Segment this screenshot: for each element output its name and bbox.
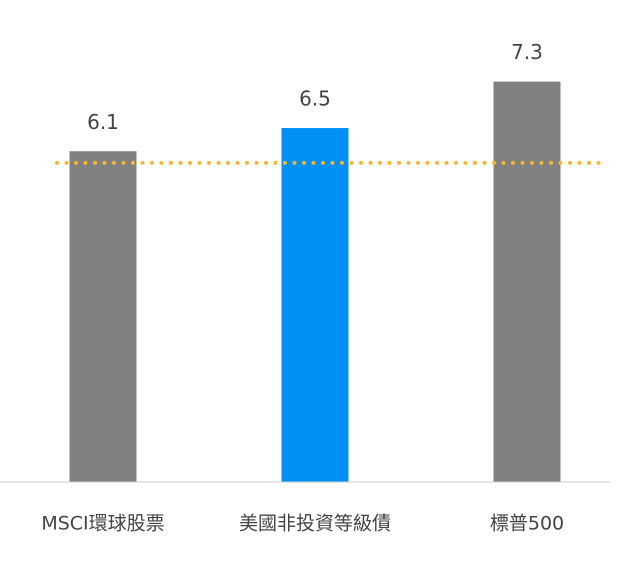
value-label: 7.3 (511, 40, 543, 64)
x-tick-label: MSCI環球股票 (41, 513, 164, 535)
value-label: 6.1 (87, 110, 119, 134)
bar (493, 81, 561, 483)
x-tick-label: 標普500 (490, 513, 564, 535)
x-tick-label: 美國非投資等級債 (239, 513, 391, 535)
value-label: 6.5 (299, 87, 331, 111)
bar (281, 128, 349, 482)
bar (69, 151, 137, 482)
